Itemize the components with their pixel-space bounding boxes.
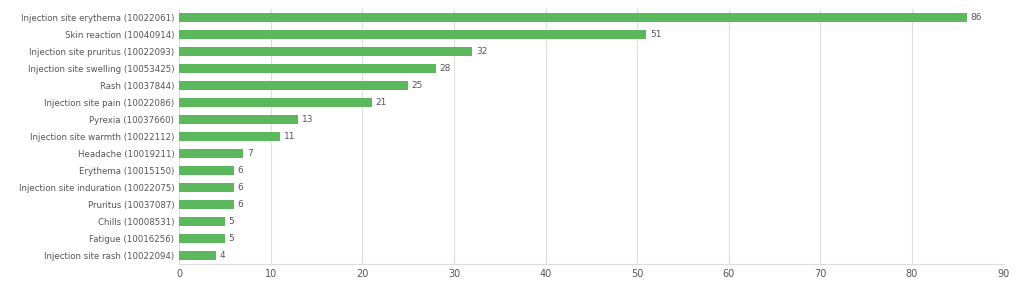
Bar <box>179 13 967 22</box>
Bar <box>179 149 244 158</box>
Bar <box>179 166 234 175</box>
Text: 11: 11 <box>284 132 295 141</box>
Bar <box>179 132 280 141</box>
Bar <box>179 234 225 243</box>
Text: 51: 51 <box>650 30 662 39</box>
Bar <box>179 64 435 73</box>
Bar <box>179 200 234 209</box>
Bar <box>179 217 225 226</box>
Bar <box>179 115 298 124</box>
Text: 32: 32 <box>476 47 487 56</box>
Text: 13: 13 <box>302 115 313 124</box>
Bar <box>179 98 372 107</box>
Bar <box>179 47 472 56</box>
Text: 6: 6 <box>238 166 244 175</box>
Text: 7: 7 <box>247 149 253 158</box>
Text: 5: 5 <box>228 217 234 226</box>
Text: 4: 4 <box>219 251 225 260</box>
Text: 6: 6 <box>238 200 244 209</box>
Text: 25: 25 <box>412 81 423 90</box>
Bar <box>179 251 216 260</box>
Text: 6: 6 <box>238 183 244 192</box>
Bar <box>179 81 409 90</box>
Bar <box>179 30 646 39</box>
Text: 28: 28 <box>439 64 451 73</box>
Bar <box>179 183 234 192</box>
Text: 86: 86 <box>971 13 982 22</box>
Text: 5: 5 <box>228 234 234 243</box>
Text: 21: 21 <box>375 98 387 107</box>
